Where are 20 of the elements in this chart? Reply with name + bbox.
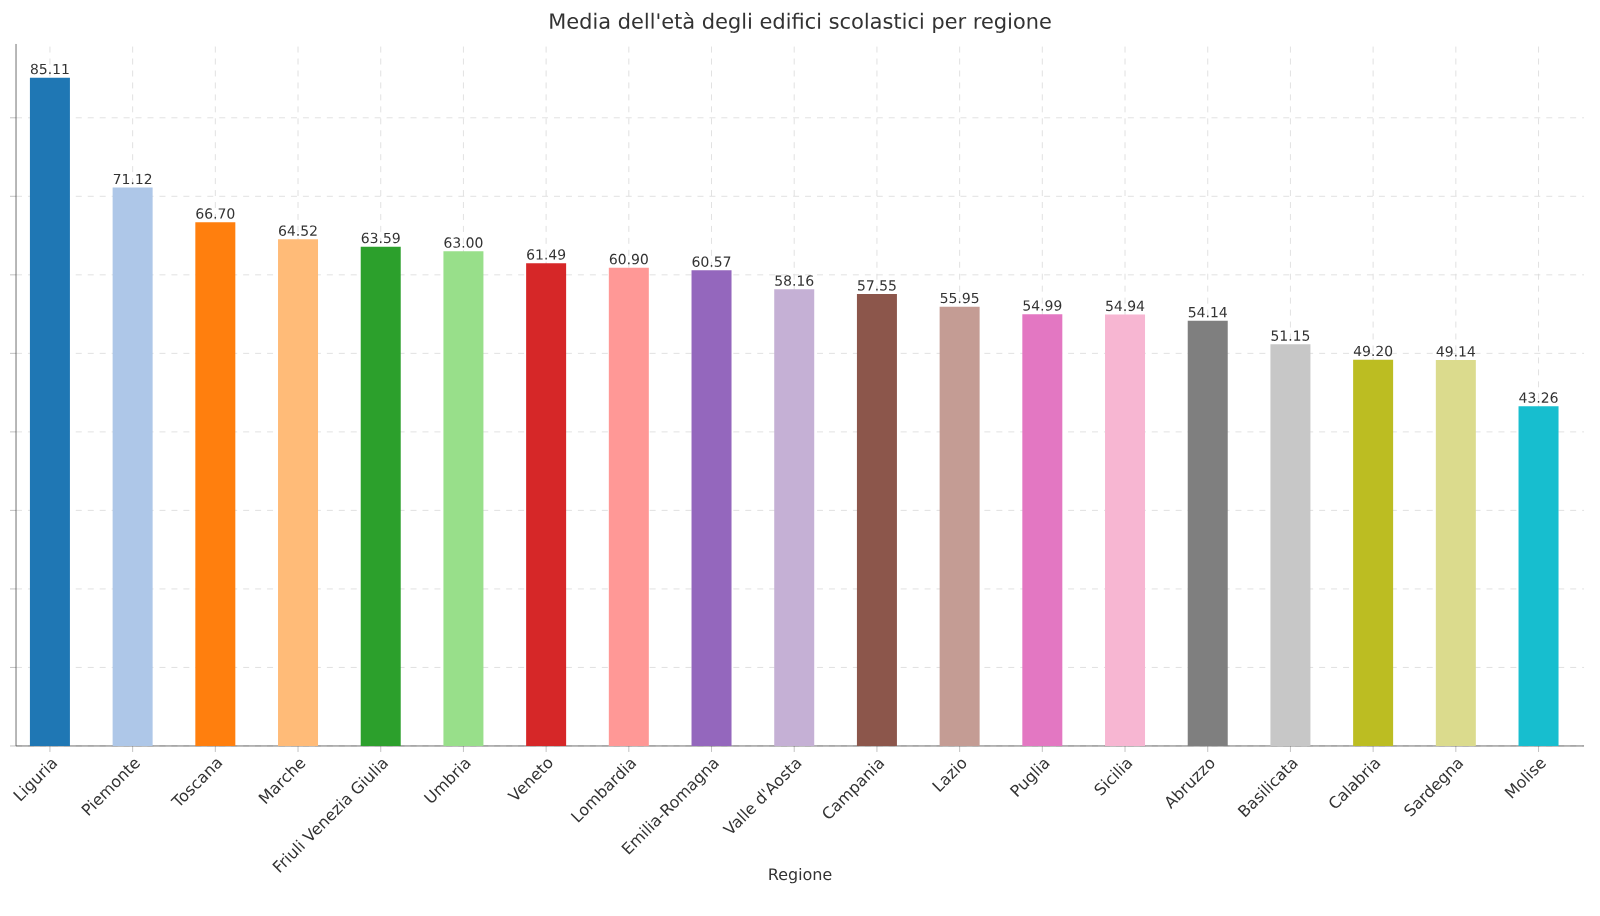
- bar: [1435, 360, 1476, 746]
- bar: [1105, 314, 1146, 746]
- bar: [608, 267, 649, 746]
- bar: [1270, 344, 1311, 746]
- bar: [939, 306, 980, 746]
- bar: [195, 222, 236, 746]
- bar: [1022, 314, 1063, 746]
- bar: [112, 187, 153, 746]
- bar: [278, 239, 319, 746]
- bar: [1518, 406, 1559, 746]
- bar: [360, 246, 401, 746]
- bar: [774, 289, 815, 746]
- bar: [691, 270, 732, 746]
- bar: [29, 77, 70, 746]
- chart-title: Media dell'età degli edifici scolastici per regione: [550, 11, 1051, 33]
- bar: [856, 294, 897, 746]
- bar: [1187, 320, 1228, 746]
- bar: [1353, 359, 1394, 746]
- bar: [526, 263, 567, 746]
- bar: [443, 251, 484, 746]
